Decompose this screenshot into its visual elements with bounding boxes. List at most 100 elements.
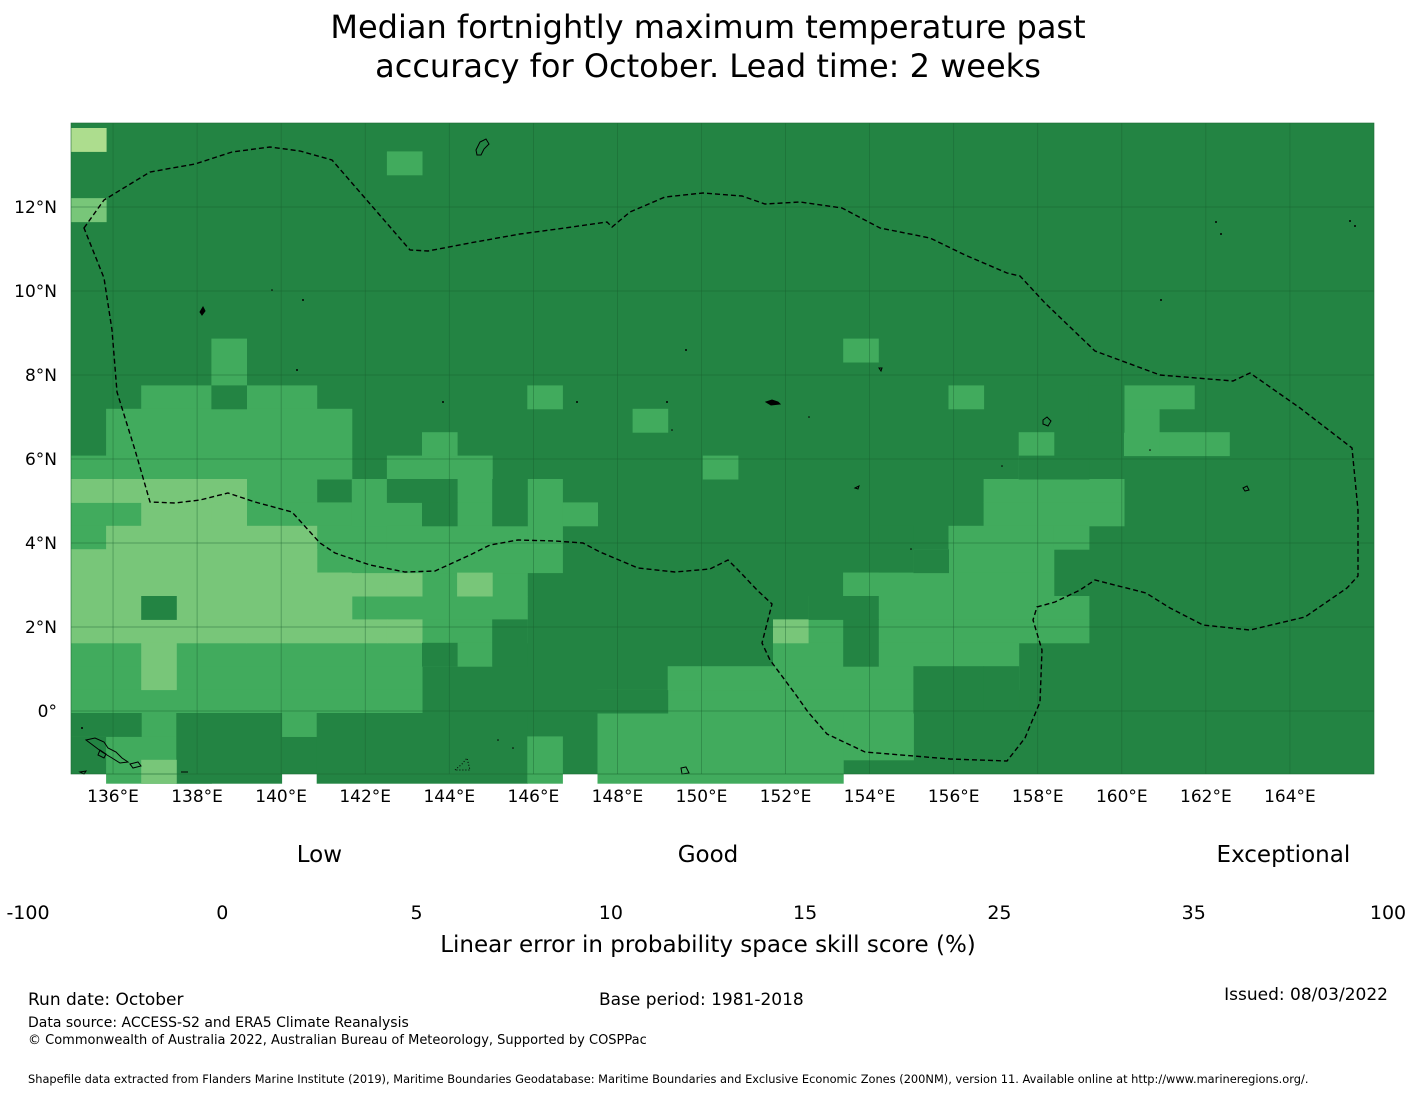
lat-tick-label: 0° (38, 702, 57, 722)
skill-cell (457, 479, 493, 503)
skill-cell (1124, 408, 1160, 457)
lat-tick-label: 10°N (14, 282, 57, 302)
colorbar-tick-label: 5 (410, 902, 423, 924)
skill-cell (386, 151, 423, 176)
island-outline (129, 761, 142, 769)
lat-tick-label: 2°N (25, 618, 57, 638)
island-outline (199, 305, 206, 316)
skill-cell (702, 666, 774, 691)
skill-cell (843, 572, 1055, 597)
skill-cell (913, 666, 985, 714)
skill-cell (527, 479, 563, 550)
skill-cell (386, 619, 423, 644)
skill-cell (843, 338, 879, 363)
skill-cell (71, 479, 247, 503)
lon-tick-label: 162°E (1180, 787, 1232, 807)
skill-cell (913, 549, 949, 574)
skill-cell (71, 198, 107, 223)
skill-cell (1124, 385, 1195, 410)
skill-cell (1018, 455, 1090, 480)
skill-cell (281, 549, 318, 574)
skill-cell (983, 502, 1125, 527)
lat-tick-label: 12°N (14, 198, 57, 218)
skill-cell (878, 525, 914, 550)
lon-tick-label: 158°E (1012, 787, 1064, 807)
skill-cell (211, 338, 247, 386)
colorbar-label: Linear error in probability space skill … (440, 932, 976, 958)
skill-cell (702, 455, 739, 480)
skill-cell (141, 759, 177, 784)
lon-tick-label: 148°E (592, 787, 644, 807)
map-gridlines (71, 123, 1374, 774)
lon-tick-label: 140°E (255, 787, 307, 807)
eez-boundary (83, 146, 1359, 762)
lat-tick-label: 8°N (25, 366, 57, 386)
copyright: © Commonwealth of Australia 2022, Austra… (28, 1033, 647, 1048)
skill-cell (492, 479, 528, 527)
skill-cell (492, 619, 528, 667)
skill-cell (527, 385, 563, 410)
skill-cell (422, 502, 458, 527)
skill-cell (1053, 525, 1090, 550)
skill-cell (386, 525, 528, 550)
skill-cell (71, 572, 353, 597)
skill-cell (106, 525, 318, 550)
skill-cell (948, 385, 985, 410)
skill-cell (773, 619, 809, 644)
lon-tick-label: 136°E (87, 787, 139, 807)
island-outline (453, 756, 471, 771)
skill-cell (71, 549, 318, 574)
skill-cell (141, 642, 177, 691)
skill-cell (246, 619, 388, 644)
shapefile-credit: Shapefile data extracted from Flanders M… (28, 1072, 1309, 1086)
skill-cell (141, 502, 212, 527)
colorbar-category-label: Exceptional (1216, 842, 1351, 868)
skill-cell (948, 525, 1055, 550)
skill-cell (71, 689, 423, 714)
lat-tick-label: 4°N (25, 534, 57, 554)
skill-cell (457, 572, 493, 597)
island-outline (878, 367, 883, 373)
run-date: Run date: October (28, 990, 184, 1010)
skill-cell (141, 385, 212, 410)
skill-cell (597, 689, 669, 714)
axis-ticks: 136°E 138°E 140°E 142°E 144°E 146°E 148°E 150°E… (14, 198, 1316, 807)
island-outline (764, 399, 782, 406)
skill-cell (527, 736, 563, 784)
skill-cell (386, 455, 493, 480)
lon-tick-label: 152°E (760, 787, 812, 807)
skill-score-grid (71, 123, 1374, 784)
skill-cell (71, 128, 107, 152)
skill-cell (281, 713, 318, 737)
skill-cell (316, 572, 388, 597)
lat-tick-label: 6°N (25, 450, 57, 470)
skill-cell (71, 455, 353, 480)
island-outline (1242, 485, 1250, 492)
island-outline (680, 766, 690, 775)
lon-tick-label: 160°E (1096, 787, 1148, 807)
title-line-2: accuracy for October. Lead time: 2 weeks (375, 47, 1041, 85)
skill-cell (211, 385, 247, 410)
map-figure: 136°E 138°E 140°E 142°E 144°E 146°E 148°E 150°E… (14, 122, 1375, 807)
lon-tick-label: 150°E (676, 787, 728, 807)
skill-cell (983, 479, 1125, 503)
skill-cell (773, 642, 1020, 667)
lon-tick-label: 142°E (339, 787, 391, 807)
skill-cell (316, 713, 528, 784)
lon-tick-label: 146°E (508, 787, 560, 807)
island-outline (853, 485, 860, 490)
colorbar-category-label: Low (296, 842, 343, 868)
skill-cell (386, 479, 458, 503)
skill-cell (632, 408, 669, 433)
skill-cell (773, 619, 1090, 644)
skill-cell (1088, 385, 1125, 433)
skill-cell (983, 666, 1020, 714)
lon-tick-label: 138°E (171, 787, 223, 807)
skill-cell (246, 385, 318, 410)
lon-tick-label: 156°E (928, 787, 980, 807)
colorbar-tick-label: 15 (793, 902, 818, 924)
skill-cell (1159, 432, 1230, 457)
map-frame (70, 122, 1375, 775)
skill-cell (808, 596, 879, 620)
skill-cell (106, 408, 353, 457)
